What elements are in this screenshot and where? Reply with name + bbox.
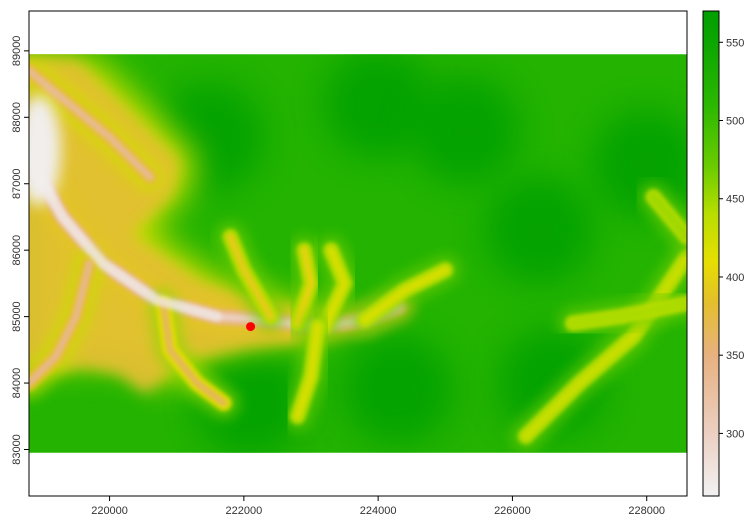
valley-tributary-c [361,266,449,324]
valley-core [29,152,222,322]
point-marker-layer [246,322,256,332]
x-tick-label: 220000 [91,505,128,517]
y-tick-label: 84000 [11,368,23,399]
y-tick-label: 85000 [11,301,23,332]
colorbar [702,10,720,497]
valley-ne-valley [649,193,687,241]
y-tick-label: 83000 [11,434,23,465]
elevation-raster [29,54,687,453]
x-tick-label: 224000 [360,505,397,517]
x-axis: 220000 222000 224000 226000 228000 [91,496,665,517]
valley-south-branch [159,299,228,407]
valley-core-edge [29,95,62,206]
valley-tributary-a [294,246,315,327]
colorbar-legend: 300 350 400 450 500 550 [702,10,744,497]
x-tick-label: 222000 [225,505,262,517]
point-marker [246,322,256,332]
y-tick-label: 87000 [11,168,23,199]
x-tick-label: 228000 [628,505,665,517]
valley-tributary-d [294,323,322,420]
valley-east-branch [569,299,687,327]
highland-patch [195,348,306,453]
valley-west-branch [29,260,93,387]
legend-tick-label: 350 [726,350,744,362]
x-tick-label: 226000 [494,505,531,517]
y-tick-label: 89000 [11,36,23,67]
legend-tick-label: 300 [726,428,744,440]
valley-north-branch [226,233,275,321]
valley-north-valley [29,67,154,181]
highland-patch [343,334,454,445]
highland-patch [497,328,608,439]
y-tick-label: 86000 [11,235,23,266]
highland-patch [323,54,434,159]
valley-tributary-b [320,246,349,331]
highland-patch [484,175,595,286]
plot-frame [28,10,688,497]
legend-tick-label: 450 [726,194,744,206]
y-axis: 83000 84000 85000 86000 87000 88000 89000 [11,36,29,465]
y-tick-label: 88000 [11,102,23,133]
legend-tick-label: 400 [726,272,744,284]
legend-tick-label: 550 [726,37,744,49]
highland-patch [410,75,521,186]
legend-tick-label: 500 [726,116,744,128]
